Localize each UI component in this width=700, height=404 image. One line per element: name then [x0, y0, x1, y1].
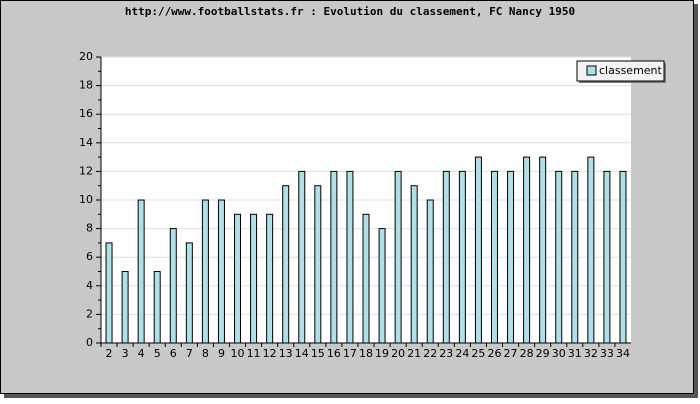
bar — [250, 213, 258, 344]
bar — [394, 170, 402, 344]
bar — [362, 213, 370, 344]
x-tick-label: 10 — [231, 347, 245, 360]
x-tick-label: 20 — [391, 347, 405, 360]
y-tick-label: 2 — [86, 307, 93, 320]
x-tick-label: 31 — [568, 347, 582, 360]
x-tick-label: 19 — [375, 347, 389, 360]
x-tick-label: 18 — [359, 347, 373, 360]
bar — [234, 213, 242, 344]
y-tick-label: 0 — [86, 336, 93, 349]
bar — [217, 199, 225, 344]
bar — [539, 156, 547, 344]
bar — [105, 242, 113, 344]
x-tick-label: 11 — [247, 347, 261, 360]
bar — [121, 271, 129, 344]
bar — [571, 170, 579, 344]
x-tick-label: 32 — [584, 347, 598, 360]
bar — [298, 170, 306, 344]
legend-label: classement — [599, 64, 663, 77]
bar — [442, 170, 450, 344]
bar — [603, 170, 611, 344]
x-tick-label: 2 — [106, 347, 113, 360]
x-tick-label: 29 — [536, 347, 550, 360]
x-tick-label: 34 — [616, 347, 630, 360]
x-tick-label: 16 — [327, 347, 341, 360]
bar — [282, 185, 290, 344]
bar — [346, 170, 354, 344]
y-tick-label: 10 — [79, 193, 93, 206]
y-tick-label: 16 — [79, 107, 93, 120]
x-tick-label: 6 — [170, 347, 177, 360]
x-tick-label: 24 — [455, 347, 469, 360]
y-tick-label: 8 — [86, 222, 93, 235]
x-tick-label: 21 — [407, 347, 421, 360]
x-tick-label: 13 — [279, 347, 293, 360]
x-tick-label: 26 — [487, 347, 501, 360]
bar — [507, 170, 515, 344]
y-tick-label: 12 — [79, 164, 93, 177]
bar — [378, 228, 386, 344]
x-tick-label: 8 — [202, 347, 209, 360]
x-tick-label: 14 — [295, 347, 309, 360]
y-tick-label: 6 — [86, 250, 93, 263]
x-tick-label: 9 — [218, 347, 225, 360]
x-tick-label: 4 — [138, 347, 145, 360]
bar — [266, 213, 274, 344]
bar — [201, 199, 209, 344]
legend-swatch — [586, 65, 597, 76]
x-tick-label: 3 — [122, 347, 129, 360]
y-tick-label: 18 — [79, 79, 93, 92]
x-tick-label: 15 — [311, 347, 325, 360]
x-tick-label: 23 — [439, 347, 453, 360]
bar — [474, 156, 482, 344]
bar — [555, 170, 563, 344]
bar — [458, 170, 466, 344]
y-tick-label: 14 — [79, 136, 93, 149]
x-tick-label: 25 — [471, 347, 485, 360]
x-tick-label: 7 — [186, 347, 193, 360]
bar — [137, 199, 145, 344]
legend-box — [576, 60, 665, 82]
x-tick-label: 12 — [263, 347, 277, 360]
x-tick-label: 27 — [504, 347, 518, 360]
bar — [330, 170, 338, 344]
bar — [523, 156, 531, 344]
x-tick-label: 30 — [552, 347, 566, 360]
x-tick-label: 33 — [600, 347, 614, 360]
bar — [490, 170, 498, 344]
y-tick-label: 20 — [79, 50, 93, 63]
bar — [169, 228, 177, 344]
x-tick-label: 22 — [423, 347, 437, 360]
chart-title: http://www.footballstats.fr : Evolution … — [125, 5, 575, 18]
bar — [314, 185, 322, 344]
x-tick-label: 28 — [520, 347, 534, 360]
bar — [185, 242, 193, 344]
y-tick-label: 4 — [86, 279, 93, 292]
bar — [153, 271, 161, 344]
x-tick-label: 5 — [154, 347, 161, 360]
bar — [619, 170, 627, 344]
bar — [426, 199, 434, 344]
x-tick-label: 17 — [343, 347, 357, 360]
bar — [410, 185, 418, 344]
bar — [587, 156, 595, 344]
